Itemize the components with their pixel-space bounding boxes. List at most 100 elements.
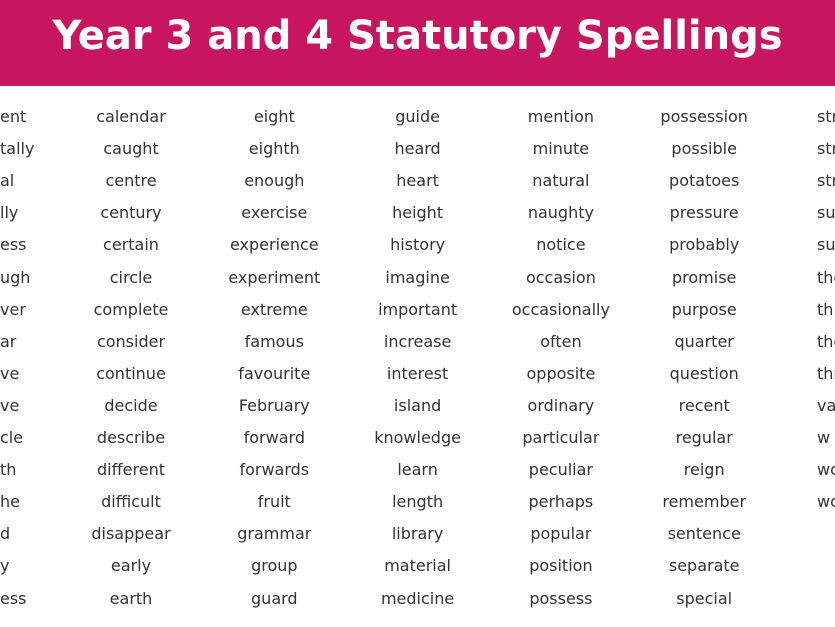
spelling-word: learn: [397, 460, 438, 480]
spelling-word: occasion: [525, 267, 596, 287]
spelling-word: perhaps: [528, 492, 594, 512]
spelling-word: heart: [396, 171, 439, 191]
spelling-word: ent: [0, 107, 27, 126]
spelling-word: y: [0, 556, 10, 576]
spelling-word: purpose: [671, 299, 737, 319]
spelling-word: ess: [0, 235, 27, 255]
spelling-word: material: [384, 556, 451, 576]
spelling-word: imagine: [385, 267, 450, 287]
spelling-word: experience: [229, 235, 319, 255]
spelling-word: recent: [678, 395, 730, 415]
spelling-word: possess: [529, 588, 593, 608]
spelling-word: promise: [671, 267, 737, 287]
spelling-word: possession: [660, 107, 748, 126]
spelling-word: describe: [96, 428, 166, 447]
spelling-word: va: [817, 395, 835, 415]
spelling-word: ve: [0, 363, 20, 383]
spelling-word: ver: [0, 299, 26, 319]
spelling-word: mention: [527, 107, 594, 126]
spelling-word: wo: [817, 492, 835, 512]
spelling-word: th: [817, 299, 834, 319]
spelling-word: remember: [662, 492, 747, 512]
spelling-word: tho: [817, 331, 835, 351]
spelling-word: important: [378, 299, 458, 319]
spelling-word: popular: [530, 524, 592, 544]
spelling-word: difficult: [101, 492, 161, 512]
spelling-word: notice: [536, 235, 586, 255]
spelling-word: February: [238, 395, 310, 415]
spelling-word: wo: [817, 460, 835, 480]
spelling-word: centre: [105, 171, 157, 191]
spelling-word: extreme: [240, 299, 308, 319]
spelling-word: ve: [0, 395, 20, 415]
spelling-word: exercise: [241, 203, 308, 223]
spelling-word: disappear: [91, 524, 171, 544]
spelling-word: calendar: [96, 107, 166, 126]
spelling-word: heard: [394, 139, 441, 159]
spelling-word: he: [0, 492, 20, 512]
spelling-word: history: [390, 235, 446, 255]
spelling-word: quarter: [674, 331, 734, 351]
spelling-word: su: [817, 203, 835, 223]
header-banner: Year 3 and 4 Statutory Spellings: [0, 0, 835, 86]
spelling-word: medicine: [380, 588, 455, 608]
spelling-word: naughty: [527, 203, 594, 223]
spelling-word: cle: [0, 428, 24, 447]
spelling-word: interest: [386, 363, 449, 383]
spelling-word: minute: [532, 139, 590, 159]
spelling-word: early: [110, 556, 152, 576]
spelling-word: earth: [109, 588, 153, 608]
spelling-word: caught: [103, 139, 159, 159]
spelling-word: complete: [93, 299, 169, 319]
spelling-word: different: [97, 460, 165, 480]
spelling-word: tally: [0, 139, 35, 159]
spelling-word: su: [817, 235, 835, 255]
spelling-word: circle: [109, 267, 153, 287]
spelling-word: favourite: [238, 363, 311, 383]
title: Year 3 and 4 Statutory Spellings: [52, 13, 783, 59]
spelling-word: island: [393, 395, 442, 415]
spelling-word: height: [392, 203, 444, 223]
spelling-word: guard: [251, 588, 298, 608]
spelling-word: famous: [244, 331, 304, 351]
spelling-word: knowledge: [374, 428, 461, 447]
spelling-word: library: [391, 524, 444, 544]
spelling-word: d: [0, 524, 11, 544]
spelling-word: al: [0, 171, 15, 191]
spelling-word: natural: [532, 171, 590, 191]
spelling-word: length: [392, 492, 444, 512]
spelling-word: eight: [253, 107, 295, 126]
spelling-word: forwards: [239, 460, 310, 480]
spelling-word: occasionally: [511, 299, 610, 319]
spelling-word: special: [676, 588, 733, 608]
spelling-word: ordinary: [527, 395, 595, 415]
spelling-word: th: [0, 460, 17, 480]
spelling-word: particular: [522, 428, 600, 447]
spelling-word: certain: [103, 235, 159, 255]
spelling-word: often: [540, 331, 582, 351]
spelling-word: experiment: [228, 267, 321, 287]
spelling-word: possible: [671, 139, 737, 159]
spelling-word: grammar: [237, 524, 312, 544]
spelling-word: str: [817, 139, 835, 159]
spelling-word: century: [100, 203, 162, 223]
spelling-word: potatoes: [669, 171, 740, 191]
spelling-word: forward: [243, 428, 305, 447]
spelling-word: reign: [683, 460, 725, 480]
spelling-word: ar: [0, 331, 17, 351]
spelling-word: position: [529, 556, 593, 576]
spelling-word: guide: [395, 107, 440, 126]
spelling-word: peculiar: [528, 460, 593, 480]
spelling-word: increase: [383, 331, 452, 351]
spelling-word: ugh: [0, 267, 31, 287]
spelling-word: thr: [817, 363, 835, 383]
spelling-word: group: [251, 556, 298, 576]
spelling-word: sentence: [667, 524, 741, 544]
spelling-word: opposite: [526, 363, 596, 383]
spelling-word: question: [669, 363, 739, 383]
spelling-word: the: [817, 267, 835, 287]
spelling-word: continue: [96, 363, 166, 383]
spelling-word: fruit: [257, 492, 291, 512]
spelling-word: lly: [0, 203, 19, 223]
